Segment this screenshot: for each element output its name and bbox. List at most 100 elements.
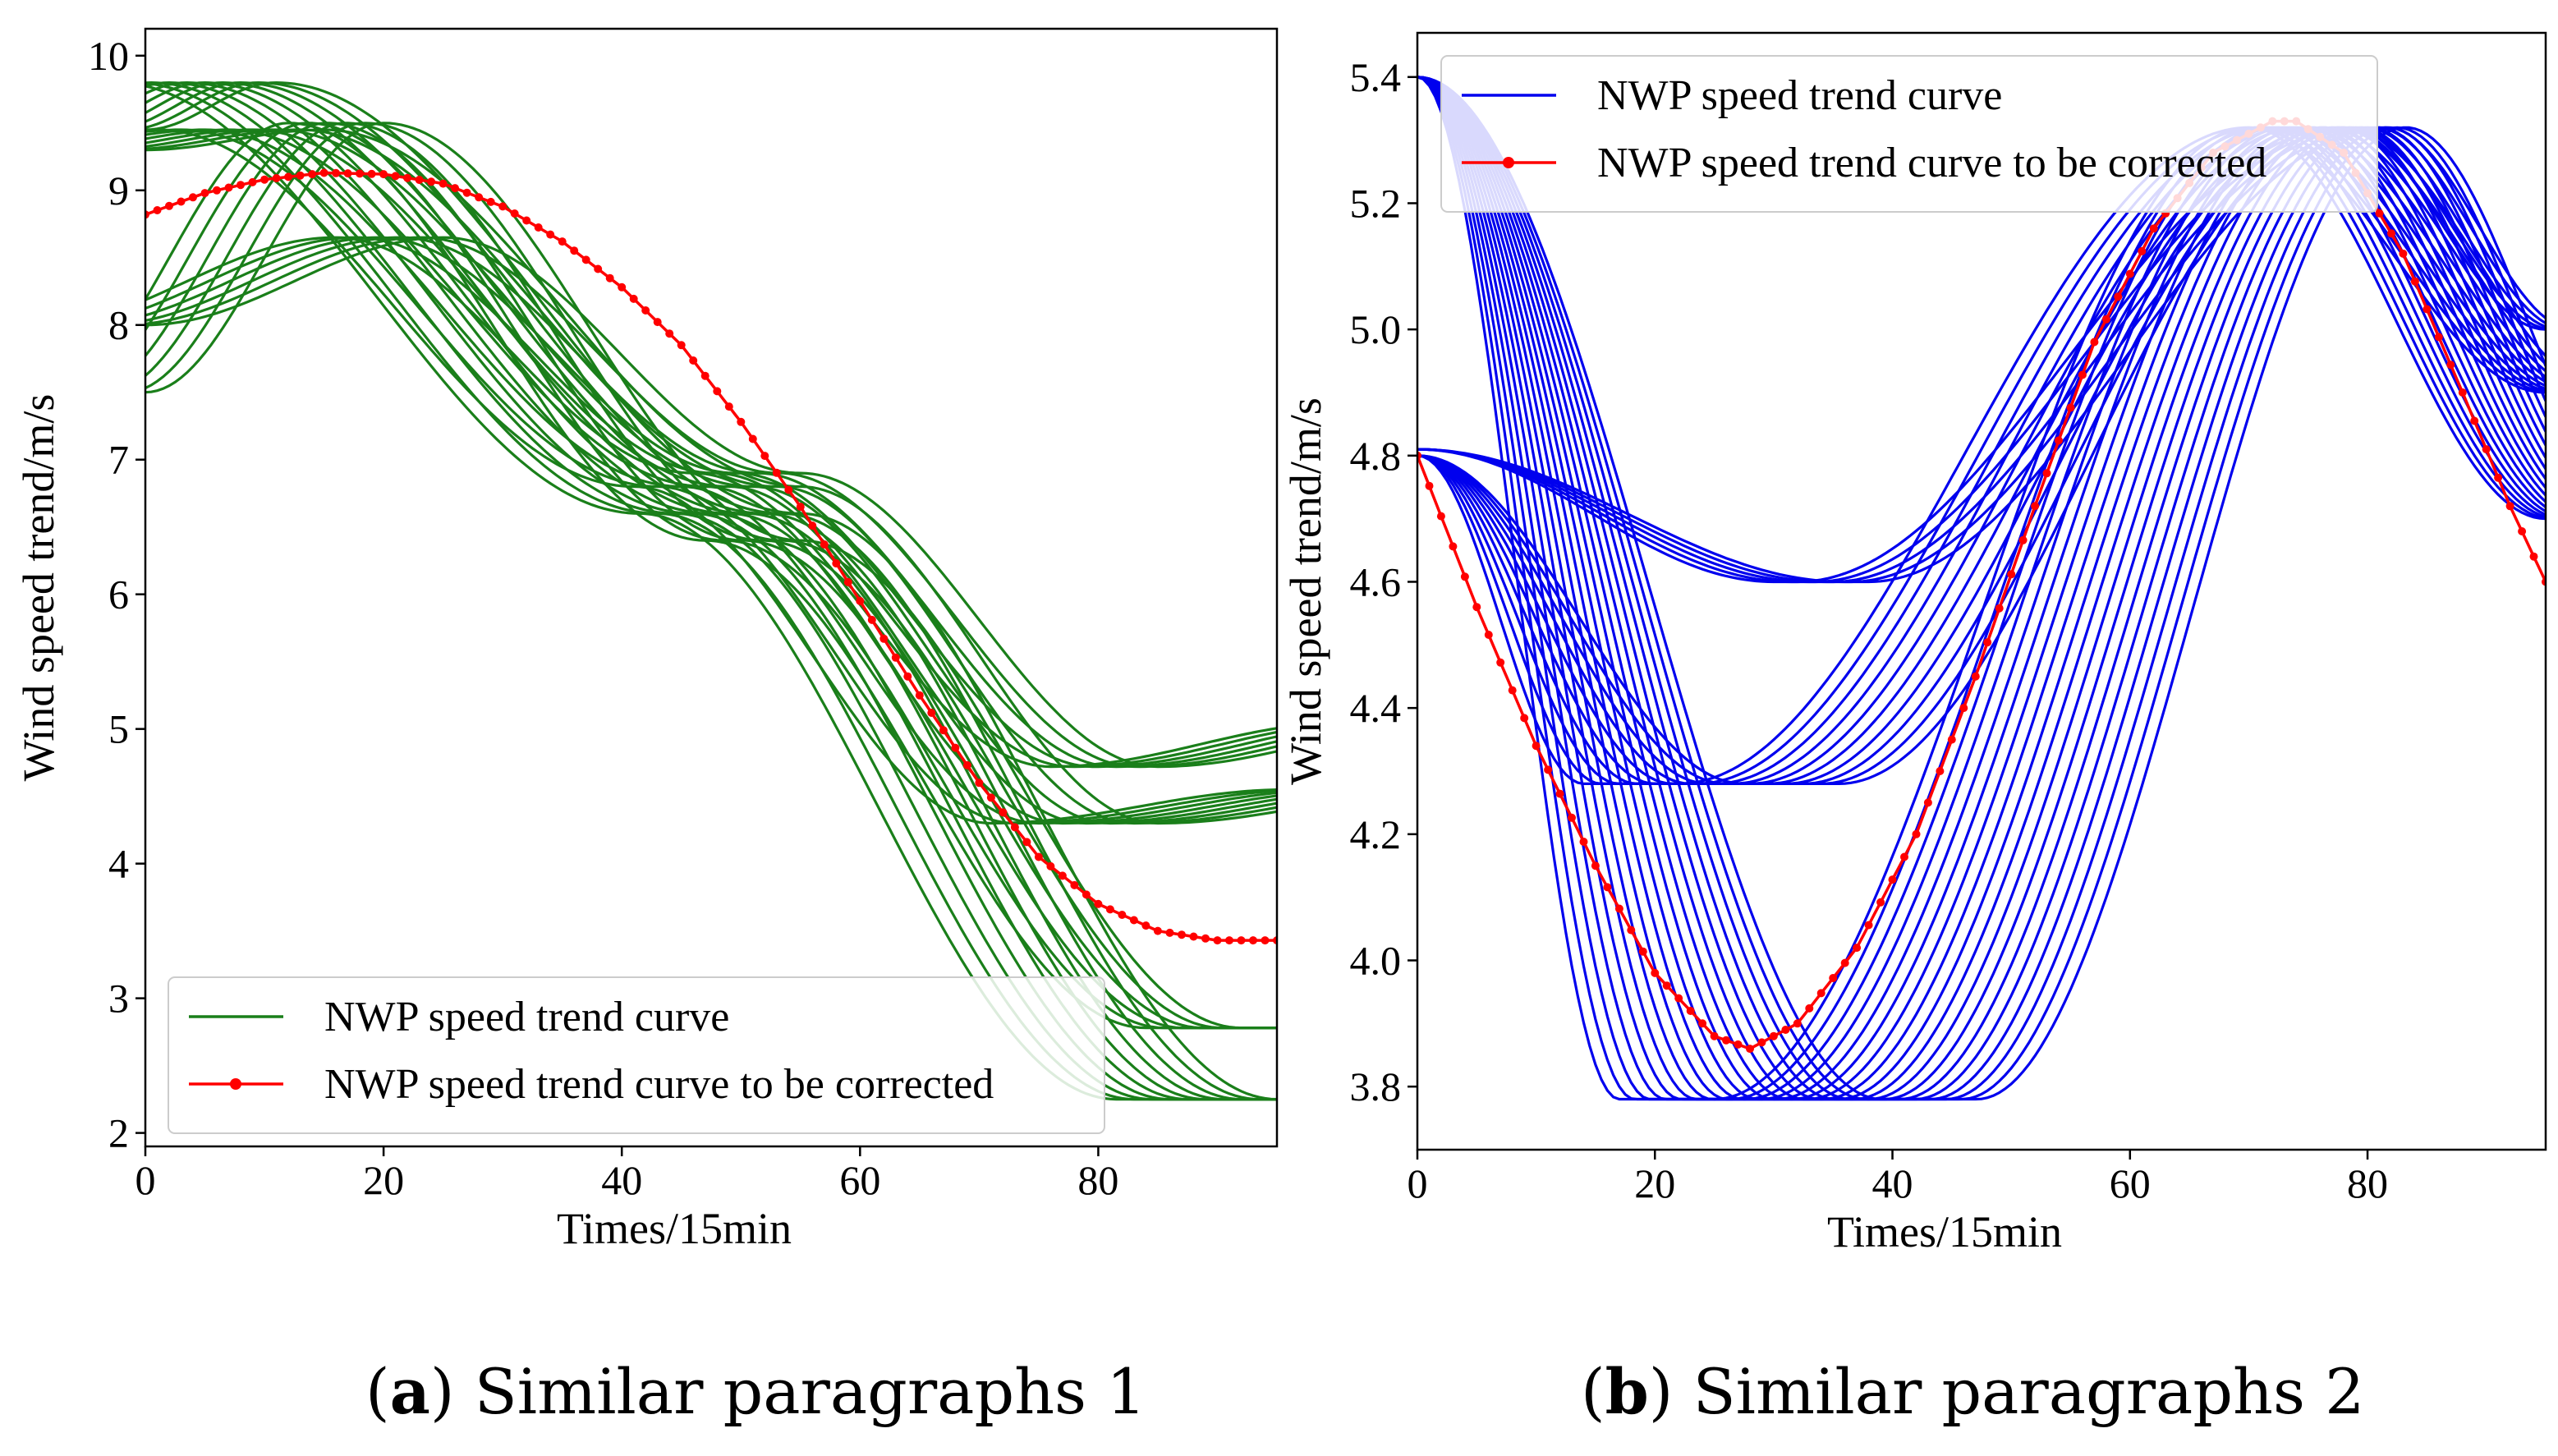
y-tick-label: 5.0 [1350,306,1402,352]
target-curve-marker [653,318,662,327]
caption-b: (b) Similar paragraphs 2 [1581,1355,2365,1428]
target-curve-marker [1261,936,1270,945]
nwp-curve-0-2 [145,80,1277,1101]
y-tick-label: 6 [108,572,129,618]
target-curve-marker [2410,277,2419,286]
nwp-curve-0-1 [1417,76,2546,1101]
target-curve-marker [1449,542,1458,551]
target-curve-marker [260,175,269,184]
target-curve-marker [1118,911,1127,919]
target-curve-marker [1472,603,1481,612]
nwp-curve-3-4 [145,122,1277,1030]
target-curve-marker [427,177,436,186]
nwp-curve-0-7 [145,80,1277,1101]
target-curve-marker [1010,823,1019,832]
target-curve-marker [2470,416,2479,425]
nwp-curve-3-3 [145,122,1277,1030]
y-tick-label: 5.2 [1350,180,1402,226]
target-curve-marker [546,230,555,239]
target-curve-marker [1555,789,1564,798]
y-tick-label: 7 [108,437,129,483]
target-curve-marker [962,760,971,769]
target-curve-marker [1496,658,1505,667]
target-curve-marker [319,168,328,177]
nwp-curve-1-6 [145,128,1277,825]
y-axis-label: Wind speed trend/m/s [14,394,63,782]
target-curve-marker [534,223,543,232]
target-curve-marker [1651,968,1660,977]
target-curve-marker [808,521,817,530]
target-curve-marker [594,264,603,273]
nwp-curve-0-6 [145,80,1277,1101]
target-curve-marker [1829,974,1838,982]
target-curve-marker [1674,994,1683,1003]
target-curve-marker [415,176,424,184]
target-curve-marker [2529,552,2538,561]
target-curve-marker [1805,1004,1814,1013]
target-curve-marker [1165,928,1174,937]
nwp-curve-3-5 [145,122,1277,1030]
caption-a: (a) Similar paragraphs 1 [365,1355,1146,1428]
target-curve-marker [1710,1031,1719,1040]
target-curve-marker [558,237,567,246]
legend-marker-target [230,1078,241,1090]
target-curve-marker [1876,898,1885,907]
target-curve-marker [1662,981,1671,990]
nwp-curve-3-2 [145,122,1277,1030]
target-curve-marker [2505,502,2514,511]
target-curve-marker [1722,1036,1730,1045]
target-curve-marker [1627,926,1636,935]
target-curve-marker [796,503,805,512]
target-curve-marker [2149,224,2158,233]
target-curve-marker [581,255,590,264]
target-curve-marker [308,170,317,179]
target-curve-marker [700,371,710,380]
target-curve [145,168,1277,945]
target-curve-marker [1249,936,1257,945]
nwp-curve-0-2 [1417,76,2546,1101]
plot-frame [144,27,1279,1148]
y-tick-label: 3.8 [1350,1063,1402,1109]
nwp-curve-1-2 [145,128,1277,825]
x-tick-label: 20 [363,1157,404,1203]
target-curve-marker [1189,932,1198,941]
target-curve-marker [618,282,627,292]
target-curve-marker [1816,989,1826,998]
target-curve-marker [820,540,829,549]
target-curve-marker [867,615,876,624]
target-curve-marker [1022,838,1031,847]
y-tick-label: 4.2 [1350,811,1402,857]
nwp-curve-2-0 [145,236,1277,769]
target-curve-marker [891,653,900,662]
y-tick-label: 9 [108,168,129,214]
y-tick-label: 3 [108,976,129,1022]
target-curve-marker [498,202,507,211]
target-curve-marker [1781,1026,1790,1034]
nwp-curve-2-2 [145,236,1277,769]
nwp-curve-0-5 [145,80,1277,1101]
target-curve-marker [1436,512,1445,521]
background-curves [1417,76,2546,1101]
target-curve-marker [486,197,495,206]
target-curve-marker [1046,861,1055,870]
target-curve-marker [1129,916,1138,925]
target-curve-marker [1034,852,1043,861]
target-curve-marker [2138,246,2147,255]
target-curve-marker [356,169,365,178]
target-curve-marker [2018,535,2028,544]
target-curve-marker [2446,361,2455,370]
target-curve-marker [1591,861,1600,870]
target-curve-marker [2458,388,2467,397]
target-curve-marker [379,170,388,179]
legend: NWP speed trend curve NWP speed trend cur… [1440,55,2378,213]
nwp-curve-3-1 [145,122,1277,1030]
target-curve-marker [2399,249,2408,258]
target-curve-marker [1425,481,1434,490]
target-curve-marker [343,169,352,178]
target-curve-marker [879,634,889,643]
target-curve-marker [237,181,245,190]
target-curve-marker [213,186,221,195]
x-axis-label: Times/15min [557,1204,792,1253]
target-curve-marker [403,173,412,182]
target-curve-marker [939,726,948,735]
